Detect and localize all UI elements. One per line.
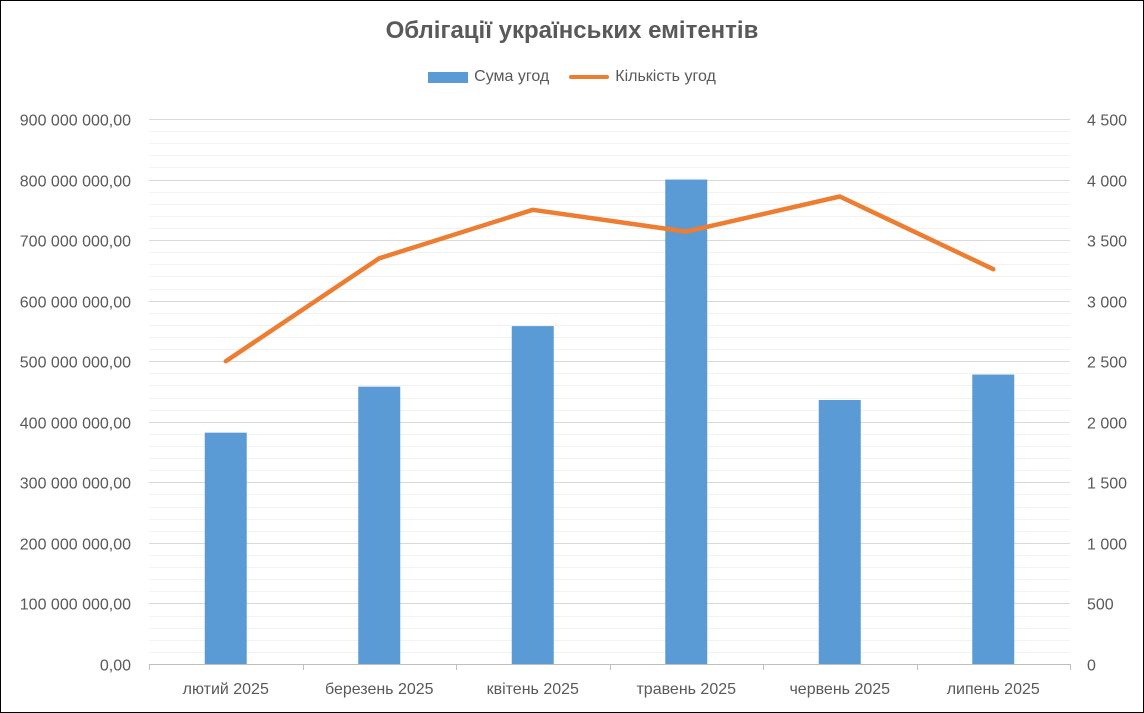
- x-tick-label: травень 2025: [636, 681, 736, 698]
- bar: [818, 399, 861, 664]
- y-right-tick-label: 4 500: [1087, 113, 1127, 130]
- legend-swatch-bar: [428, 71, 469, 83]
- x-tick-label: липень 2025: [947, 681, 1040, 698]
- y-left-tick-label: 900 000 000,00: [20, 113, 131, 130]
- bar: [204, 432, 247, 664]
- y-right-tick-label: 1 500: [1087, 476, 1127, 493]
- y-left-tick-label: 100 000 000,00: [20, 597, 131, 614]
- y-left-tick-label: 200 000 000,00: [20, 537, 131, 554]
- x-tick-label: червень 2025: [789, 681, 890, 698]
- y-right-tick-label: 2 500: [1087, 355, 1127, 372]
- x-tick-label: лютий 2025: [183, 681, 269, 698]
- legend-label-line-series: Кількість угод: [615, 68, 716, 85]
- y-right-tick-label: 3 500: [1087, 234, 1127, 251]
- bar: [511, 326, 554, 664]
- bar: [665, 179, 708, 665]
- chart-legend: Сума угод Кількість угод: [0, 68, 1144, 86]
- y-left-tick-label: 0,00: [100, 658, 131, 675]
- y-right-tick-label: 500: [1087, 597, 1114, 614]
- y-left-tick-label: 700 000 000,00: [20, 234, 131, 251]
- y-right-tick-label: 2 000: [1087, 416, 1127, 433]
- y-right-tick-label: 1 000: [1087, 537, 1127, 554]
- y-left-tick-label: 500 000 000,00: [20, 355, 131, 372]
- y-left-tick-label: 300 000 000,00: [20, 476, 131, 493]
- bar: [972, 374, 1015, 664]
- y-right-tick-label: 4 000: [1087, 174, 1127, 191]
- x-tick-label: квітень 2025: [487, 681, 579, 698]
- bar: [358, 386, 401, 664]
- x-tick-label: березень 2025: [325, 681, 434, 698]
- line-series-path: [223, 194, 996, 364]
- chart-title: Облігації українських емітентів: [385, 17, 759, 44]
- legend-item-line-series: Кількість угод: [569, 68, 716, 86]
- legend-label-bar-series: Сума угод: [474, 68, 550, 85]
- legend-swatch-line: [569, 75, 610, 79]
- y-right-tick-label: 3 000: [1087, 295, 1127, 312]
- y-left-tick-label: 800 000 000,00: [20, 174, 131, 191]
- y-right-tick-label: 0: [1087, 658, 1096, 675]
- y-left-tick-label: 400 000 000,00: [20, 416, 131, 433]
- legend-item-bar-series: Сума угод: [428, 68, 549, 86]
- y-left-tick-label: 600 000 000,00: [20, 295, 131, 312]
